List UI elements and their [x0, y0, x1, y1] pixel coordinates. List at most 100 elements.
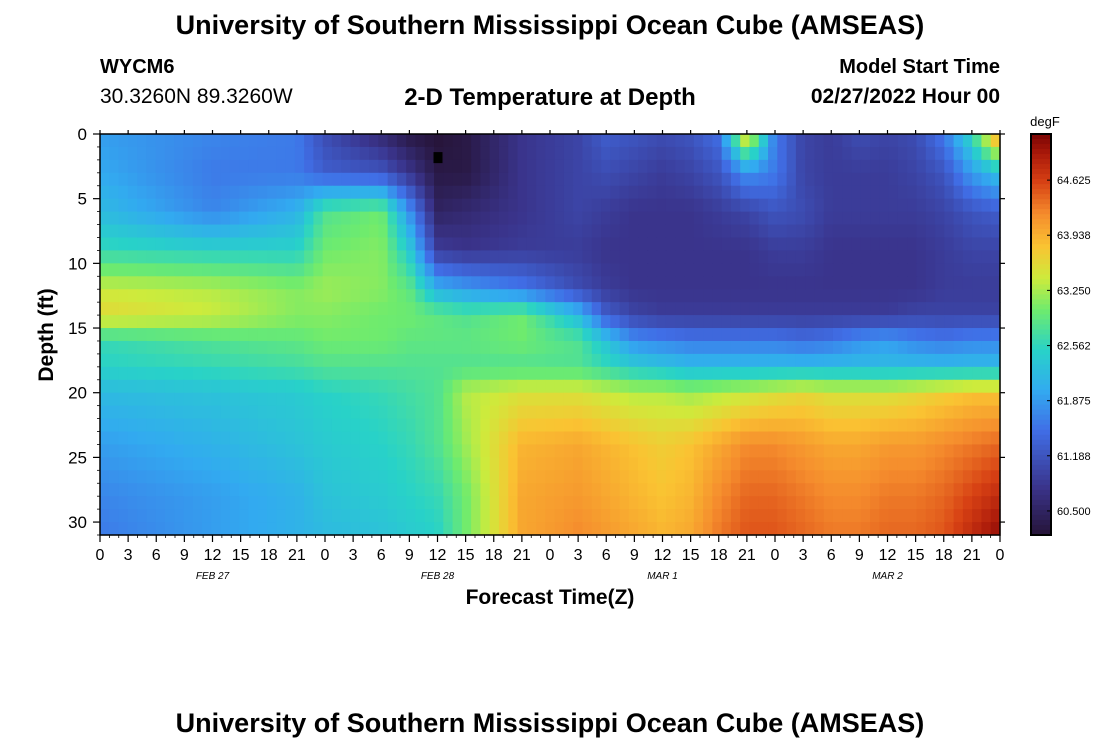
heatmap-cell — [267, 405, 277, 420]
heatmap-cell — [897, 431, 908, 446]
heatmap-cell — [981, 172, 992, 187]
heatmap-cell — [656, 509, 667, 523]
heatmap-cell — [452, 353, 463, 368]
heatmap-cell — [118, 276, 129, 290]
heatmap-cell — [109, 379, 120, 394]
heatmap-cell — [953, 250, 964, 264]
heatmap-cell — [953, 289, 964, 303]
heatmap-cell — [730, 159, 741, 174]
heatmap-cell — [601, 340, 611, 355]
heatmap-cell — [192, 444, 203, 458]
heatmap-cell — [897, 224, 908, 239]
heatmap-cell — [396, 211, 407, 226]
heatmap-cell — [155, 276, 166, 290]
heatmap-cell — [211, 392, 222, 407]
y-tick-label: 5 — [78, 190, 87, 209]
heatmap-cell — [749, 431, 760, 446]
heatmap-cell — [953, 172, 964, 187]
heatmap-cell — [907, 496, 918, 510]
heatmap-cell — [601, 185, 611, 200]
heatmap-cell — [220, 315, 231, 329]
heatmap-cell — [415, 172, 426, 187]
heatmap-cell — [925, 315, 936, 329]
heatmap-cell — [322, 483, 333, 497]
heatmap-cell — [563, 159, 574, 174]
heatmap-cell — [452, 185, 463, 200]
heatmap-cell — [990, 392, 1001, 407]
heatmap-cell — [267, 211, 277, 226]
heatmap-cell — [100, 134, 110, 148]
heatmap-cell — [183, 198, 194, 213]
heatmap-cell — [192, 315, 203, 329]
heatmap-cell — [369, 405, 379, 420]
heatmap-cell — [601, 134, 611, 148]
heatmap-cell — [665, 379, 676, 394]
heatmap-cell — [257, 211, 268, 226]
heatmap-cell — [888, 522, 899, 536]
heatmap-cell — [183, 328, 194, 342]
heatmap-cell — [953, 276, 964, 290]
heatmap-cell — [536, 405, 546, 420]
heatmap-cell — [786, 405, 797, 420]
heatmap-cell — [610, 315, 621, 329]
heatmap-cell — [452, 263, 463, 277]
heatmap-cell — [248, 392, 259, 407]
heatmap-cell — [192, 470, 203, 484]
heatmap-cell — [387, 289, 398, 303]
colorbar-segment — [1031, 529, 1051, 536]
heatmap-cell — [471, 444, 482, 458]
heatmap-cell — [665, 496, 676, 510]
heatmap-cell — [610, 211, 621, 226]
heatmap-cell — [888, 392, 899, 407]
heatmap-cell — [935, 134, 945, 148]
heatmap-cell — [832, 302, 843, 316]
heatmap-cell — [489, 211, 500, 226]
heatmap-cell — [396, 134, 407, 148]
heatmap-cell — [424, 146, 435, 161]
heatmap-cell — [610, 250, 621, 264]
heatmap-cell — [536, 496, 546, 510]
heatmap-cell — [285, 340, 296, 355]
heatmap-cell — [740, 172, 751, 187]
heatmap-cell — [526, 457, 537, 471]
heatmap-cell — [452, 198, 463, 213]
heatmap-cell — [350, 224, 361, 239]
heatmap-cell — [712, 353, 723, 368]
heatmap-cell — [768, 418, 778, 433]
heatmap-cell — [582, 263, 593, 277]
heatmap-cell — [925, 470, 936, 484]
heatmap-cell — [239, 211, 250, 226]
heatmap-cell — [146, 211, 157, 226]
heatmap-cell — [601, 444, 611, 458]
heatmap-cell — [248, 353, 259, 368]
heatmap-cell — [127, 198, 138, 213]
heatmap-cell — [192, 289, 203, 303]
heatmap-cell — [434, 483, 444, 497]
heatmap-cell — [276, 224, 287, 239]
heatmap-cell — [517, 315, 528, 329]
heatmap-cell — [638, 211, 649, 226]
heatmap-cell — [396, 172, 407, 187]
heatmap-cell — [369, 315, 379, 329]
heatmap-cell — [990, 340, 1001, 355]
heatmap-cell — [146, 302, 157, 316]
heatmap-cell — [461, 483, 472, 497]
heatmap-cell — [925, 134, 936, 148]
heatmap-cell — [424, 315, 435, 329]
heatmap-cell — [814, 392, 825, 407]
heatmap-cell — [721, 185, 732, 200]
heatmap-cell — [155, 457, 166, 471]
heatmap-cell — [294, 146, 305, 161]
heatmap-cell — [248, 328, 259, 342]
heatmap-cell — [888, 366, 899, 381]
heatmap-cell — [628, 211, 639, 226]
heatmap-cell — [684, 457, 695, 471]
heatmap-cell — [480, 340, 491, 355]
heatmap-cell — [174, 405, 185, 420]
heatmap-cell — [582, 379, 593, 394]
heatmap-cell — [526, 224, 537, 239]
heatmap-cell — [610, 457, 621, 471]
colorbar-segment — [1031, 524, 1051, 531]
heatmap-cell — [805, 353, 816, 368]
heatmap-cell — [628, 289, 639, 303]
